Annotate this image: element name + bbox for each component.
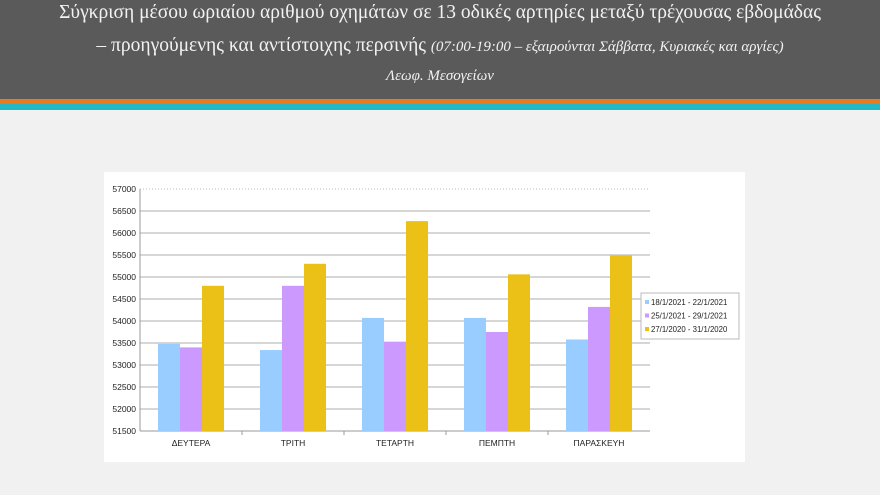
y-tick-label: 52000 bbox=[112, 404, 136, 414]
y-tick-label: 53500 bbox=[112, 338, 136, 348]
slide-title-line2: – προηγούμενης και αντίστοιχης περσινής … bbox=[0, 35, 880, 57]
bar-2 bbox=[180, 347, 202, 431]
legend-box bbox=[640, 292, 740, 340]
y-tick-label: 54000 bbox=[112, 316, 136, 326]
bar-1 bbox=[464, 317, 486, 431]
bar-1 bbox=[260, 350, 282, 431]
x-tick-label: ΠΕΜΠΤΗ bbox=[479, 438, 515, 448]
slide-header: Σύγκριση μέσου ωριαίου αριθμού οχημάτων … bbox=[0, 0, 880, 99]
chart-container: 51500 52000 52500 53000 53500 54000 54500 55000… bbox=[104, 172, 745, 462]
y-tick-label: 55000 bbox=[112, 272, 136, 282]
legend-label: 25/1/2021 - 29/1/2021 bbox=[651, 312, 727, 321]
legend-label: 27/1/2020 - 31/1/2020 bbox=[651, 325, 728, 334]
legend-swatch bbox=[645, 313, 649, 318]
bar-2 bbox=[282, 285, 304, 431]
y-tick-label: 51500 bbox=[112, 426, 136, 436]
y-tick-label: 57000 bbox=[112, 184, 136, 194]
slide-title-line1: Σύγκριση μέσου ωριαίου αριθμού οχημάτων … bbox=[59, 2, 821, 23]
teal-stripe bbox=[0, 104, 880, 110]
bar-3 bbox=[202, 285, 224, 431]
slide-subtitle: Λεωφ. Μεσογείων bbox=[386, 68, 494, 84]
x-tick-label: ΔΕΥΤΕΡΑ bbox=[172, 438, 211, 448]
bar-2 bbox=[384, 341, 406, 431]
bar-1 bbox=[362, 317, 384, 431]
y-tick-label: 53000 bbox=[112, 360, 136, 370]
bar-chart: 51500 52000 52500 53000 53500 54000 54500 55000… bbox=[112, 184, 740, 448]
bar-1 bbox=[566, 339, 588, 431]
bar-3 bbox=[304, 263, 326, 431]
y-tick-label: 56500 bbox=[112, 206, 136, 216]
legend-label: 18/1/2021 - 22/1/2021 bbox=[651, 298, 727, 307]
bar-3 bbox=[610, 255, 632, 431]
title-line2-note: (07:00-19:00 – εξαιρούνται Σάββατα, Κυρι… bbox=[430, 39, 784, 55]
bar-2 bbox=[588, 306, 610, 431]
bar-1 bbox=[158, 343, 180, 431]
y-tick-label: 52500 bbox=[112, 382, 136, 392]
bar-3 bbox=[406, 221, 428, 431]
orange-stripe bbox=[0, 99, 880, 104]
y-tick-label: 54500 bbox=[112, 294, 136, 304]
x-tick-label: ΤΕΤΑΡΤΗ bbox=[376, 438, 414, 448]
x-tick-label: ΤΡΙΤΗ bbox=[281, 438, 306, 448]
bar-3 bbox=[508, 274, 530, 431]
y-tick-label: 55500 bbox=[112, 250, 136, 260]
legend-swatch bbox=[645, 327, 649, 331]
bar-2 bbox=[486, 332, 508, 431]
title-line2-text: – προηγούμενης και αντίστοιχης περσινής bbox=[96, 35, 427, 56]
x-tick-label: ΠΑΡΑΣΚΕΥΗ bbox=[574, 438, 625, 448]
y-tick-label: 56000 bbox=[112, 228, 136, 238]
legend-swatch bbox=[645, 300, 649, 304]
